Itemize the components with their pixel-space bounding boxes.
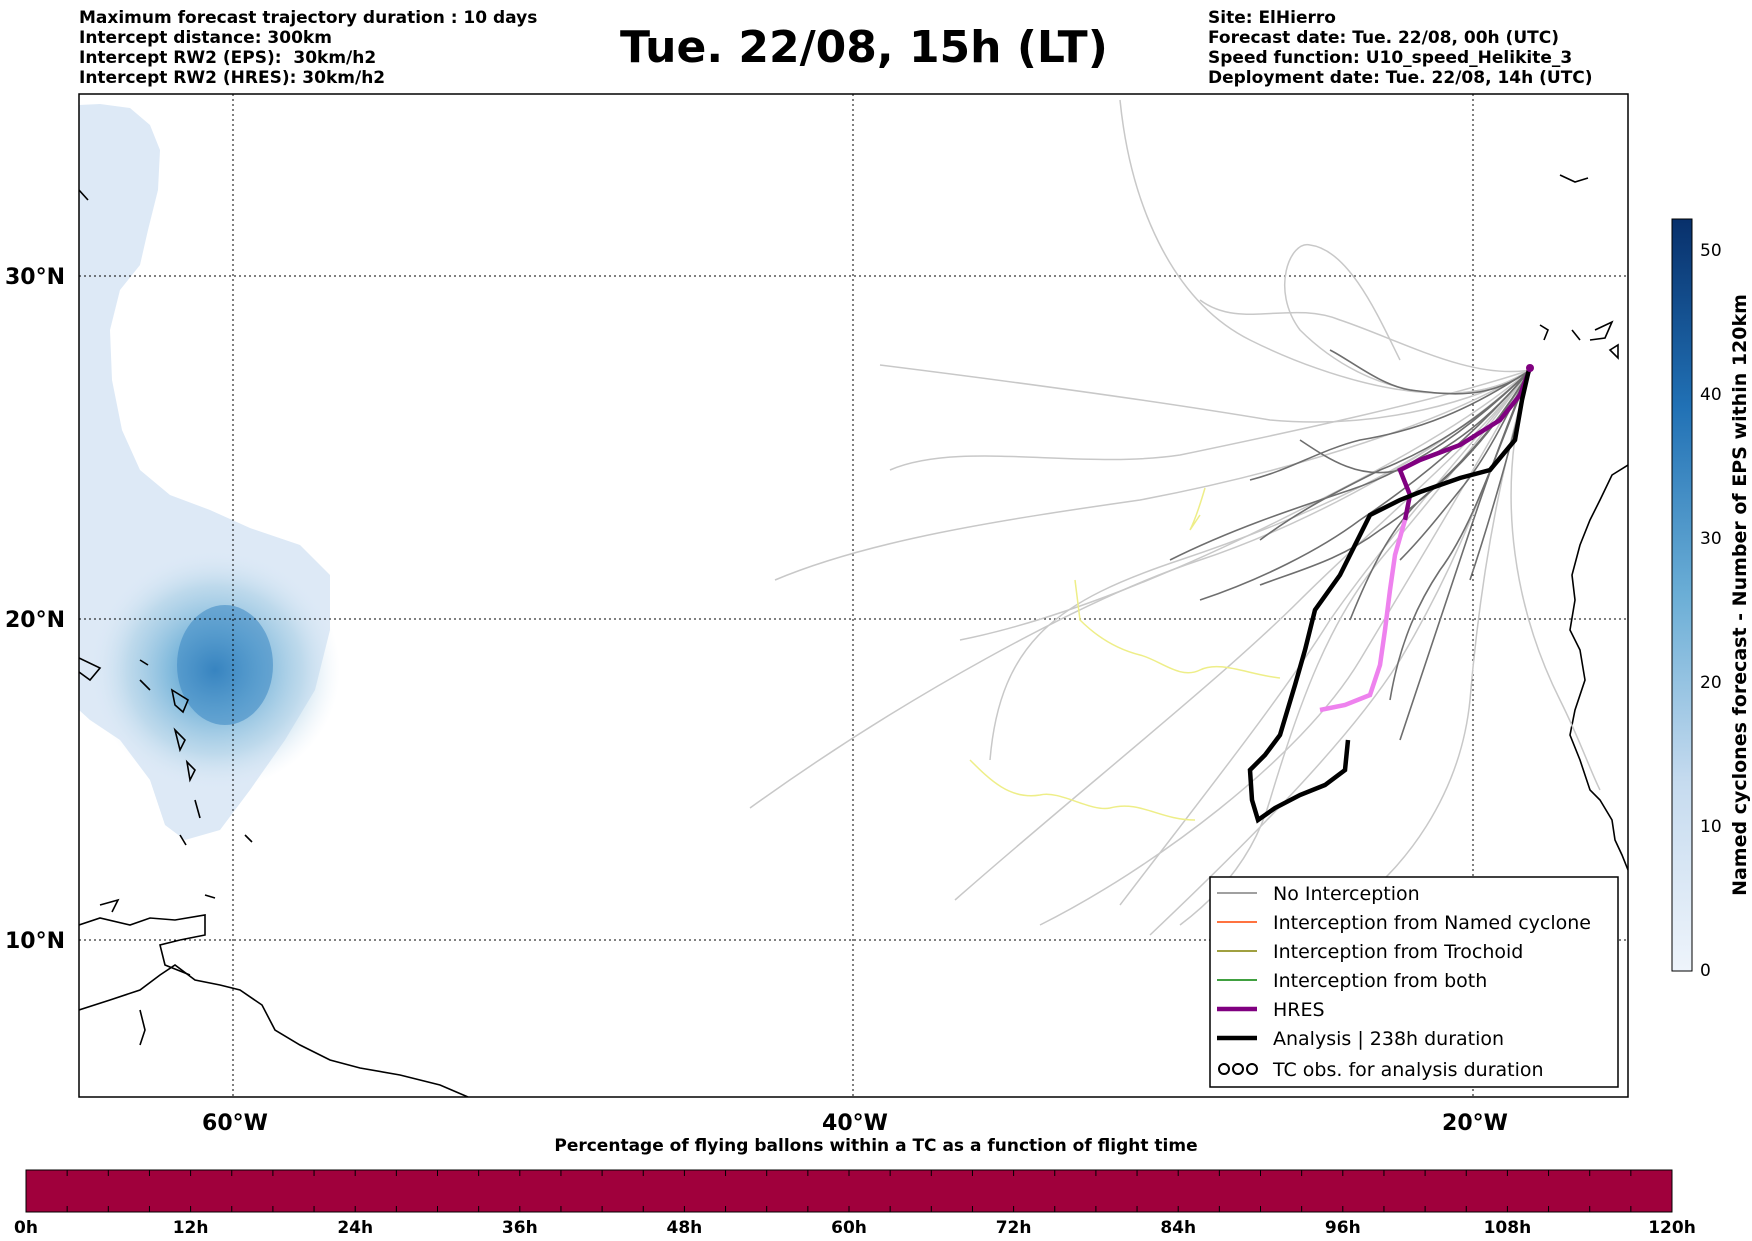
page-title: Tue. 22/08, 15h (LT) — [620, 22, 1108, 73]
cbar-tick-0: 0 — [1700, 961, 1711, 981]
cbar-tick-50: 50 — [1700, 241, 1722, 261]
deployment-site-marker — [1526, 364, 1534, 372]
flight-bar-tickmarks — [66, 1170, 1632, 1212]
cbar-tick-30: 30 — [1700, 529, 1722, 549]
legend: No Interception Interception from Named … — [1209, 876, 1619, 1088]
trochoid-paths — [969, 487, 1281, 821]
colorbar-label: Named cyclones forecast - Number of EPS … — [1729, 294, 1751, 896]
flight-tick-120h: 120h — [1648, 1218, 1696, 1238]
colorbar-ticks: 0 10 20 30 40 50 — [1700, 241, 1722, 981]
forecast-date-text: Forecast date: Tue. 22/08, 00h (UTC) — [1208, 28, 1559, 48]
hres-track-late — [1319, 519, 1408, 713]
longitude-labels: 60°W 40°W 20°W — [202, 1111, 1508, 1136]
flight-tick-24h: 24h — [337, 1218, 373, 1238]
deployment-date-text: Deployment date: Tue. 22/08, 14h (UTC) — [1208, 68, 1593, 88]
intercept-eps-text: Intercept RW2 (EPS): 30km/h2 — [79, 48, 377, 68]
flight-tick-60h: 60h — [831, 1218, 867, 1238]
max-duration-text: Maximum forecast trajectory duration : 1… — [79, 8, 538, 28]
flight-time-bar: 0h 12h 24h 36h 48h 60h 72h 84h 96h 108h … — [14, 1169, 1696, 1238]
cbar-tick-20: 20 — [1700, 673, 1722, 693]
colorbar: 0 10 20 30 40 50 Named cyclones forecast… — [1671, 218, 1751, 981]
analysis-track — [1247, 364, 1533, 824]
lon-label-40w: 40°W — [822, 1111, 888, 1136]
legend-label-analysis: Analysis | 238h duration — [1273, 1028, 1504, 1050]
lat-label-10n: 10°N — [5, 929, 65, 954]
eps-trajectories-light — [749, 99, 1601, 936]
flight-tick-96h: 96h — [1325, 1218, 1361, 1238]
cbar-tick-40: 40 — [1700, 385, 1722, 405]
site-text: Site: ElHierro — [1208, 8, 1336, 28]
legend-label-hres: HRES — [1273, 999, 1325, 1021]
flight-tick-36h: 36h — [502, 1218, 538, 1238]
latitude-labels: 30°N 20°N 10°N — [5, 265, 65, 954]
flight-tick-72h: 72h — [996, 1218, 1032, 1238]
flight-bar-labels: 0h 12h 24h 36h 48h 60h 72h 84h 96h 108h … — [14, 1218, 1696, 1238]
flight-bar-title: Percentage of flying ballons within a TC… — [554, 1136, 1198, 1156]
colorbar-gradient — [1671, 218, 1693, 972]
legend-label-tc-obs: TC obs. for analysis duration — [1272, 1059, 1544, 1081]
flight-tick-84h: 84h — [1160, 1218, 1196, 1238]
lat-label-30n: 30°N — [5, 265, 65, 290]
tc-obs-symbol-icon — [1218, 1063, 1258, 1075]
flight-tick-108h: 108h — [1484, 1218, 1532, 1238]
legend-label-trochoid: Interception from Trochoid — [1273, 941, 1523, 963]
flight-tick-48h: 48h — [667, 1218, 703, 1238]
flight-tick-0h: 0h — [14, 1218, 38, 1238]
intercept-distance-text: Intercept distance: 300km — [79, 28, 332, 48]
lon-label-60w: 60°W — [202, 1111, 268, 1136]
legend-label-named-cyclone: Interception from Named cyclone — [1273, 912, 1591, 934]
legend-label-both: Interception from both — [1273, 970, 1487, 992]
legend-box — [1209, 876, 1619, 1088]
map-frame — [78, 93, 1629, 1098]
flight-tick-12h: 12h — [173, 1218, 209, 1238]
lon-label-20w: 20°W — [1442, 1111, 1508, 1136]
cbar-tick-10: 10 — [1700, 817, 1722, 837]
intercept-hres-text: Intercept RW2 (HRES): 30km/h2 — [79, 68, 386, 88]
header-right-info: Site: ElHierro Forecast date: Tue. 22/08… — [1208, 8, 1593, 88]
coastlines — [79, 174, 1628, 1097]
hres-track — [1397, 367, 1533, 521]
cyclone-density-peak — [177, 605, 273, 725]
speed-function-text: Speed function: U10_speed_Helikite_3 — [1208, 48, 1573, 68]
legend-label-no-interception: No Interception — [1273, 883, 1420, 905]
lat-label-20n: 20°N — [5, 608, 65, 633]
header-left-info: Maximum forecast trajectory duration : 1… — [79, 8, 537, 88]
flight-bar-fill — [25, 1169, 1673, 1213]
